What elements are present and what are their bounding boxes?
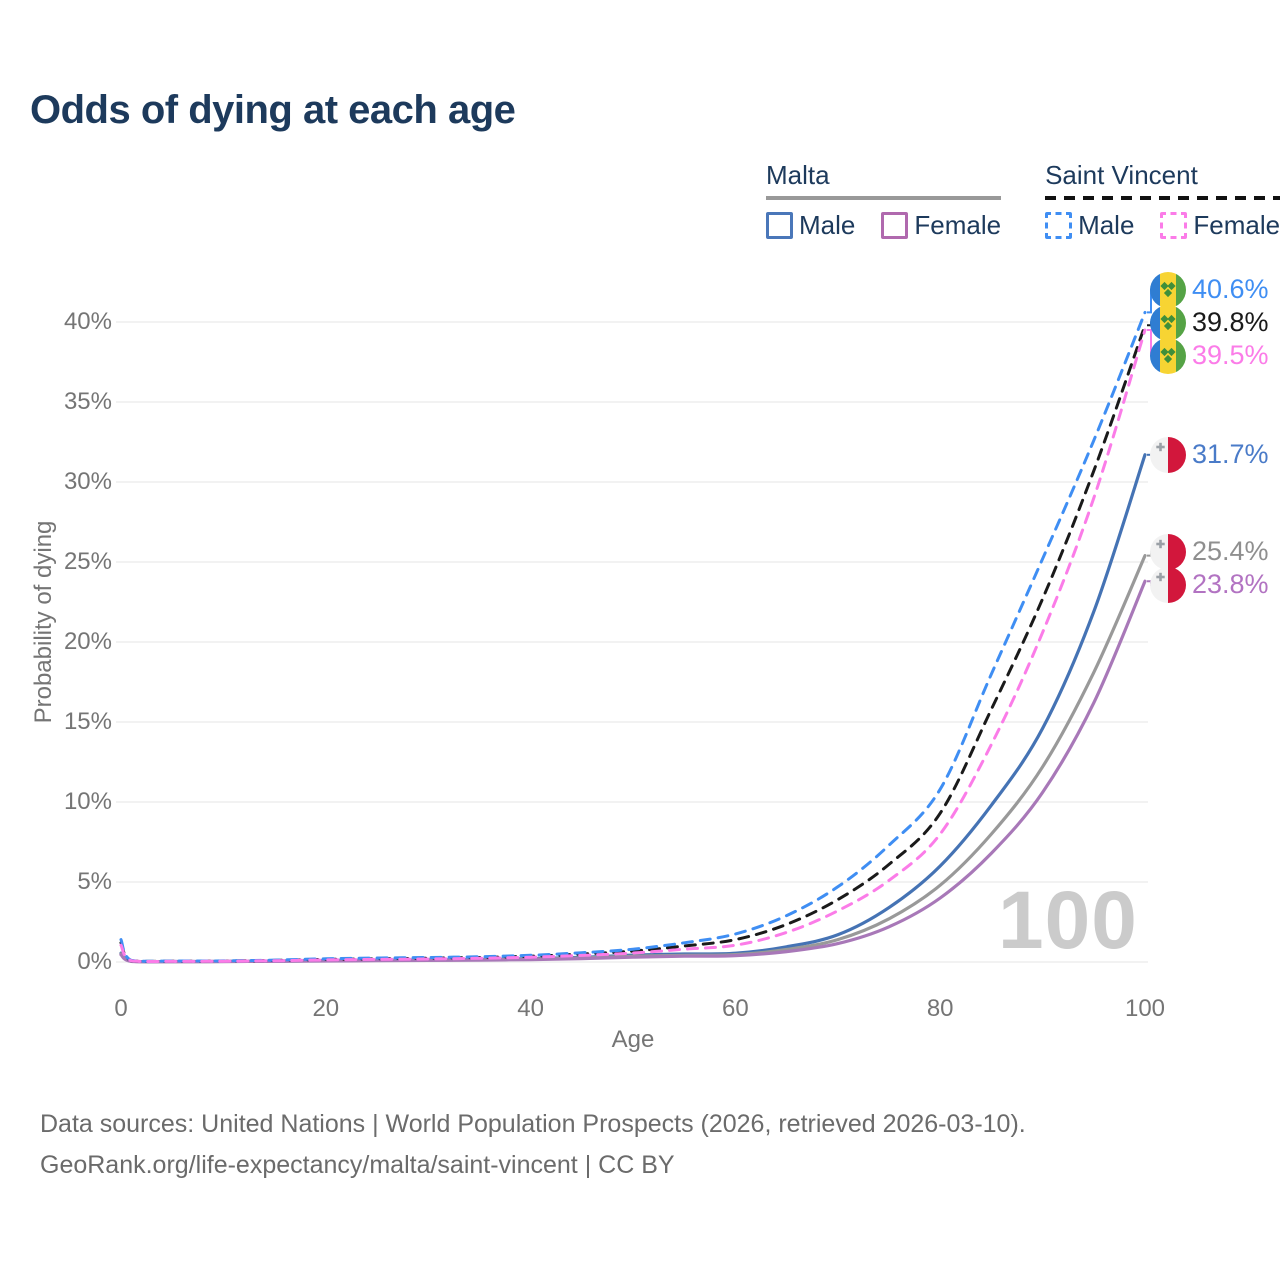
footer: Data sources: United Nations | World Pop… [40, 1104, 1026, 1186]
x-tick-label: 80 [926, 995, 954, 1022]
y-tick-label: 15% [63, 708, 112, 735]
legend-item-label: Male [799, 210, 856, 240]
end-label-saint-vincent-both-sexes: 39.8% [1150, 304, 1269, 341]
legend-group-malta: Malta Male Female [766, 160, 1002, 241]
y-tick-label: 10% [63, 788, 112, 815]
legend: Malta Male Female Saint Vincent Male [766, 160, 1280, 241]
end-label-value: 31.7% [1192, 439, 1269, 470]
x-tick-label: 40 [517, 995, 544, 1022]
footer-attribution: GeoRank.org/life-expectancy/malta/saint-… [40, 1151, 675, 1179]
end-label-malta-female: 23.8% [1150, 566, 1269, 603]
legend-item-saint-vincent-female[interactable]: Female [1160, 210, 1280, 241]
malta-flag-icon [1150, 436, 1186, 473]
line-saint-vincent-female[interactable] [119, 328, 1147, 963]
legend-item-label: Male [1078, 210, 1135, 240]
y-tick-label: 20% [63, 628, 112, 655]
y-axis-title: Probability of dying [30, 520, 57, 724]
line-saint-vincent-male[interactable] [119, 310, 1147, 963]
x-axis-title: Age [611, 1026, 655, 1053]
end-label-malta-male: 31.7% [1150, 436, 1269, 473]
legend-item-label: Female [914, 210, 1002, 240]
x-tick-label: 100 [1124, 995, 1166, 1022]
saint-vincent-flag-icon [1150, 304, 1186, 341]
malta-flag-icon [1150, 533, 1186, 570]
saint-vincent-male-swatch-icon [1045, 212, 1073, 239]
end-label-value: 40.6% [1192, 274, 1269, 305]
legend-item-malta-male[interactable]: Male [766, 210, 855, 241]
page-title: Odds of dying at each age [30, 88, 516, 132]
line-saint-vincent-both-sexes[interactable] [119, 323, 1147, 963]
y-tick-label: 5% [77, 868, 112, 895]
y-tick-label: 40% [63, 308, 112, 335]
legend-malta-line-sample [766, 196, 1002, 200]
malta-female-swatch-icon [881, 212, 909, 239]
y-tick-label: 25% [63, 548, 112, 575]
legend-group-malta-label: Malta [766, 160, 830, 190]
legend-item-saint-vincent-male[interactable]: Male [1045, 210, 1134, 241]
x-tick-label: 60 [722, 995, 749, 1022]
line-malta-female[interactable] [119, 579, 1147, 964]
line-malta-both-sexes[interactable] [119, 554, 1147, 964]
legend-group-saint-vincent: Saint Vincent Male Female [1045, 160, 1280, 241]
y-tick-label: 30% [63, 468, 112, 495]
y-tick-label: 0% [77, 948, 112, 975]
saint-vincent-flag-icon [1150, 271, 1186, 308]
end-label-value: 39.8% [1192, 307, 1269, 338]
footer-data-sources: Data sources: United Nations | World Pop… [40, 1110, 1026, 1138]
saint-vincent-female-swatch-icon [1160, 212, 1188, 239]
x-tick-label: 0 [114, 995, 128, 1022]
legend-item-label: Female [1193, 210, 1280, 240]
end-label-value: 39.5% [1192, 340, 1269, 371]
end-label-saint-vincent-female: 39.5% [1150, 337, 1269, 374]
malta-flag-icon [1150, 566, 1186, 603]
y-tick-label: 35% [63, 388, 112, 415]
age-counter-watermark: 100 [998, 875, 1138, 966]
legend-saint-vincent-line-sample [1045, 196, 1280, 200]
x-tick-label: 20 [312, 995, 340, 1022]
end-label-malta-both-sexes: 25.4% [1150, 533, 1269, 570]
end-label-saint-vincent-male: 40.6% [1150, 271, 1269, 308]
end-label-value: 25.4% [1192, 536, 1269, 567]
malta-male-swatch-icon [766, 212, 793, 239]
legend-item-malta-female[interactable]: Female [881, 210, 1001, 241]
saint-vincent-flag-icon [1150, 337, 1186, 374]
end-label-value: 23.8% [1192, 569, 1269, 600]
legend-group-saint-vincent-label: Saint Vincent [1045, 160, 1198, 190]
